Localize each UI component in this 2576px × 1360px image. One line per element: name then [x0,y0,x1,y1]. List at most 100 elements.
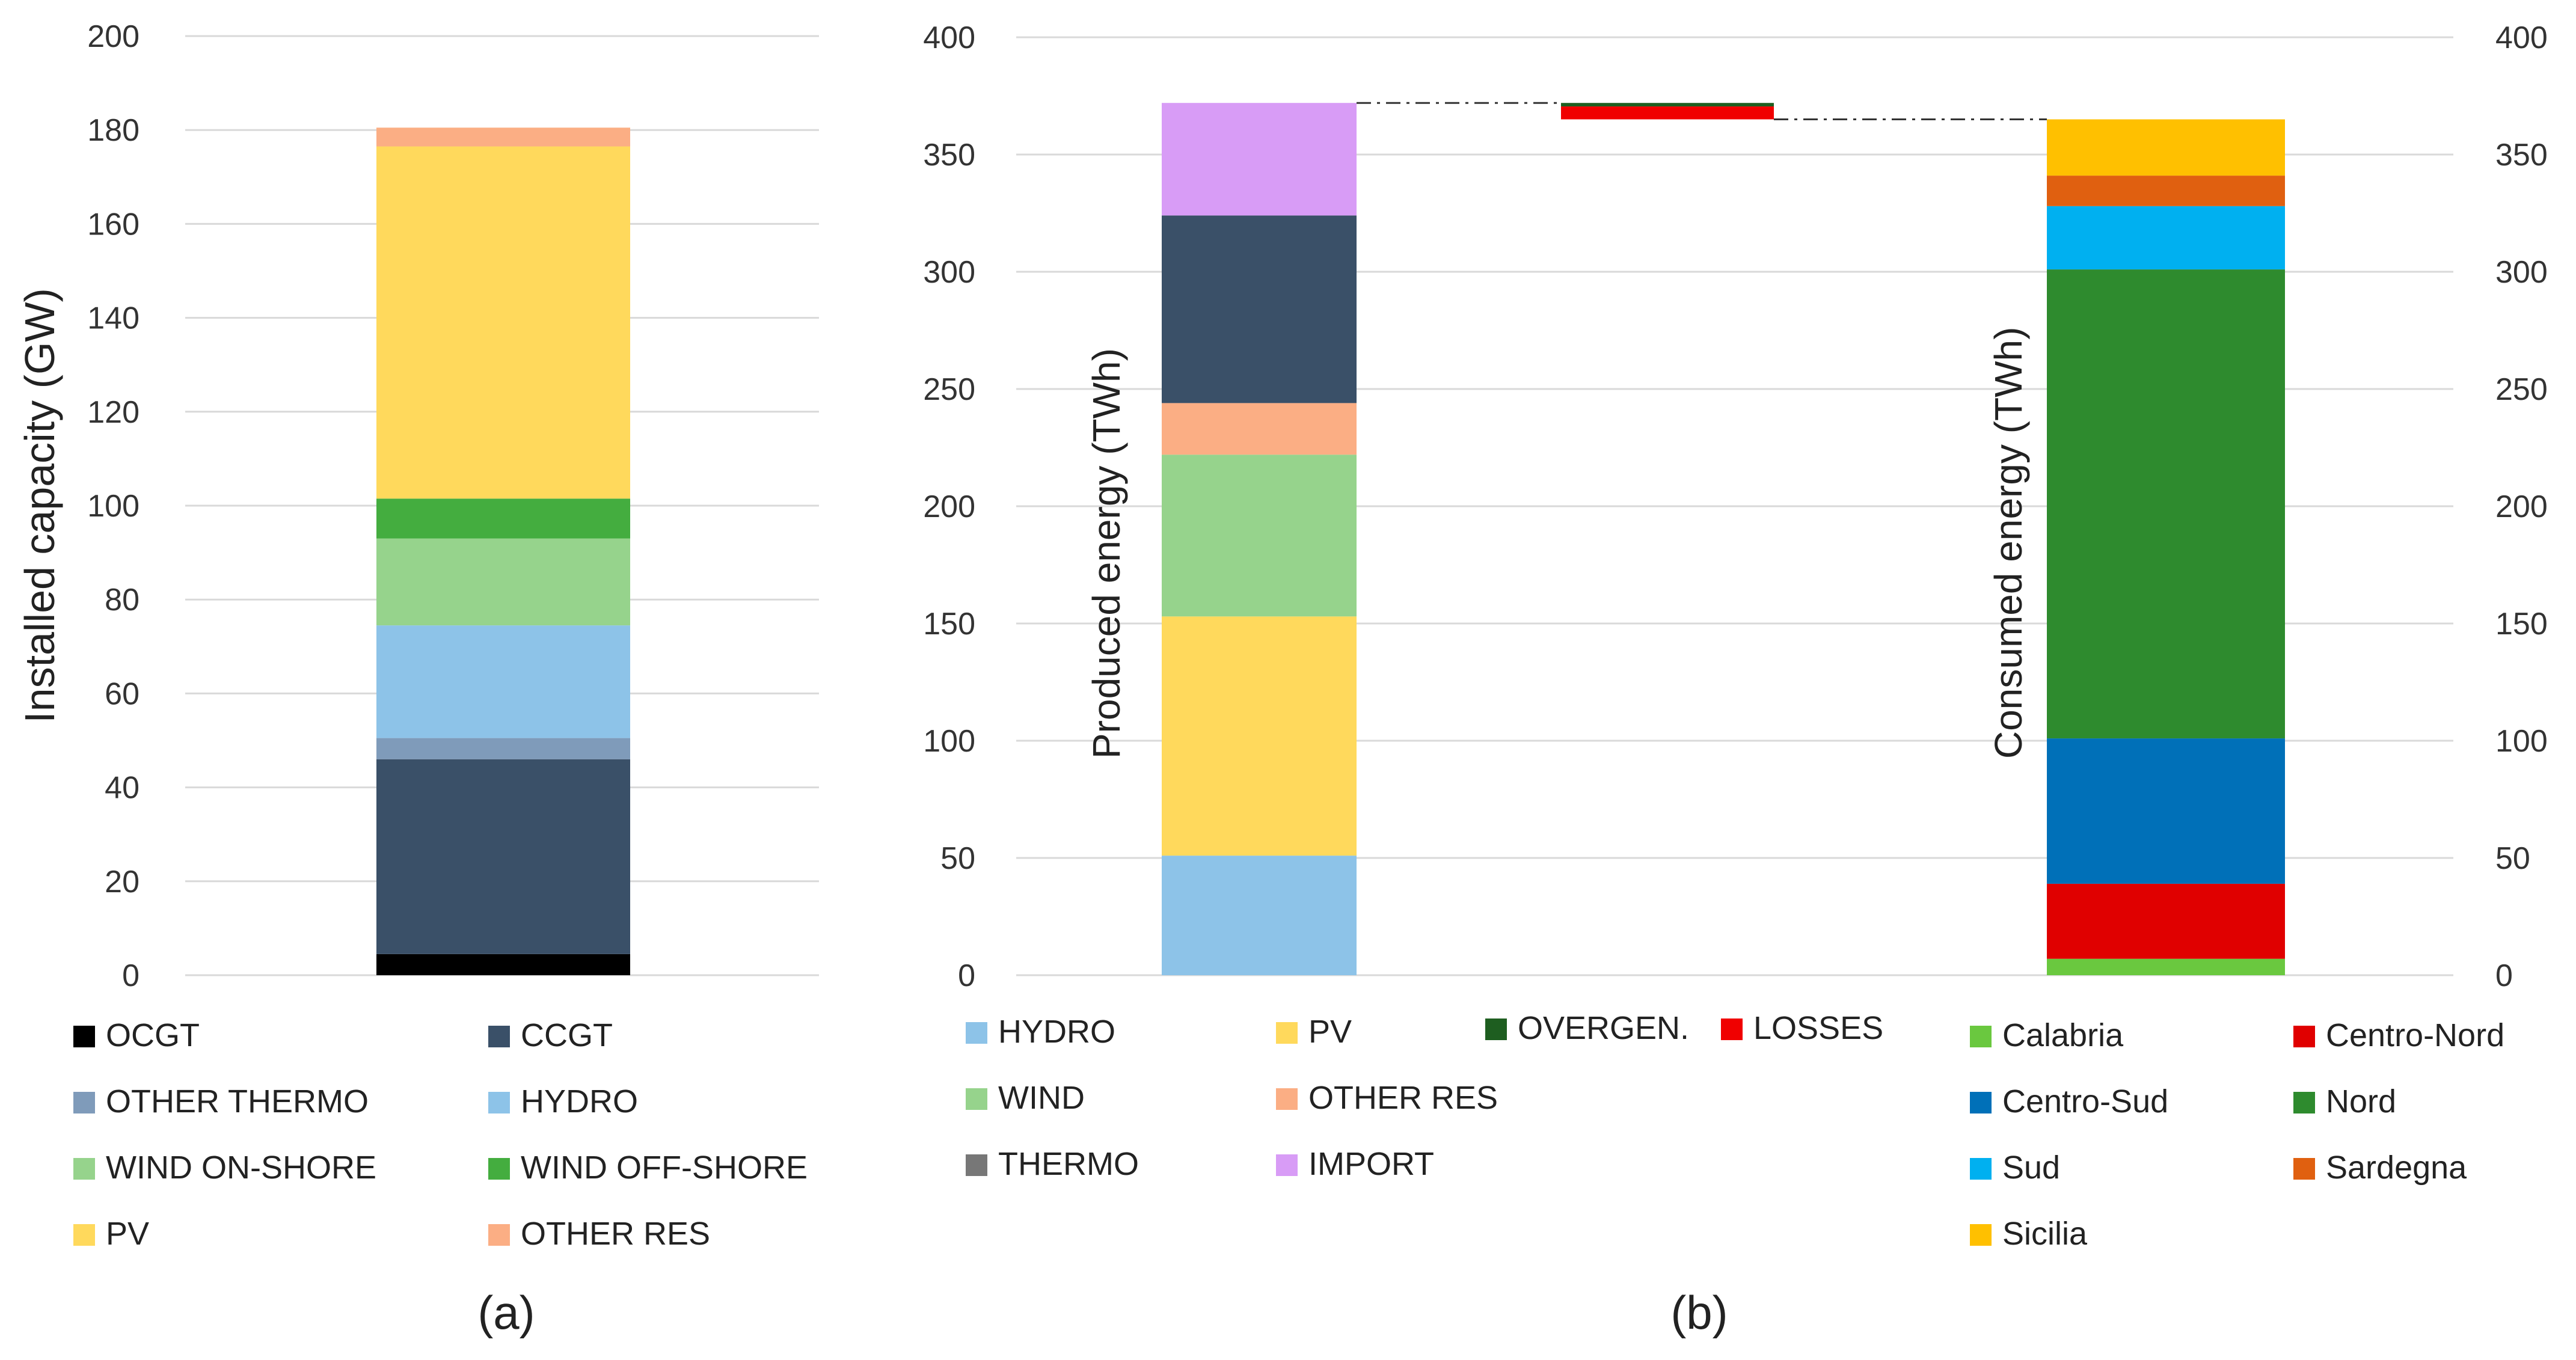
legend-swatch-ocgt [73,1026,95,1047]
produced-segment-hydro [1162,856,1357,975]
y-tick-label-a: 40 [105,771,140,806]
y-tick-label-right-b: 250 [2495,372,2548,407]
legend-label-b-calabria: Calabria [2002,1017,2124,1053]
y-tick-label-left-b: 100 [923,724,975,759]
bar-segment-pv [376,146,630,499]
y-tick-label-right-b: 100 [2495,724,2548,759]
y-tick-label-right-b: 150 [2495,607,2548,642]
y-tick-label-left-b: 350 [923,138,975,173]
y-tick-label-right-b: 0 [2495,958,2513,993]
y-tick-label-right-b: 200 [2495,489,2548,524]
legend-label-b-sud: Sud [2002,1150,2060,1186]
legend-swatch-b-sud [1970,1158,1992,1180]
chart-a: 0 20 40 60 80 100 120 140 160 180 200 Installed cap… [16,19,819,1252]
bar-segment-ccgt [376,759,630,954]
consumed-segment-nord [2047,269,2285,739]
legend-swatch-b-nord [2293,1092,2315,1113]
y-tick-label-a: 80 [105,583,140,617]
legend-swatch-wind-off-shore [488,1158,510,1180]
legend-swatch-b-hydro [966,1022,987,1044]
y-tick-label-a: 20 [105,865,140,899]
legend-label-b-centro-sud: Centro-Sud [2002,1083,2168,1120]
produced-segment-wind [1162,455,1357,617]
legend-swatch-b-losses [1721,1018,1743,1040]
y-tick-label-left-b: 50 [940,841,975,876]
legend-label-pv: PV [106,1216,149,1252]
produced-axis-title: Produced energy (TWh) [1085,348,1128,759]
y-tick-label-left-b: 0 [958,958,975,993]
y-tick-label-left-b: 400 [923,20,975,55]
y-tick-label-a: 200 [87,19,140,54]
legend-swatch-b-calabria [1970,1026,1992,1047]
legend-swatch-b-thermo [966,1154,987,1176]
y-tick-label-right-b: 350 [2495,138,2548,173]
consumed-segment-calabria [2047,958,2285,975]
consumed-segment-sicilia [2047,119,2285,176]
legend-swatch-wind-on-shore [73,1158,95,1180]
legend-swatch-b-pv [1276,1022,1298,1044]
legend-label-b-hydro: HYDRO [998,1014,1115,1050]
bar-segment-ocgt [376,954,630,975]
legend-label-wind-on-shore: WIND ON-SHORE [106,1150,376,1186]
y-tick-label-a: 60 [105,676,140,711]
legend-label-b-losses: LOSSES [1753,1010,1883,1046]
consumed-segment-sardegna [2047,176,2285,206]
legend-label-b-pv: PV [1308,1014,1352,1050]
y-tick-label-a: 0 [122,958,140,993]
legend-label-other-res: OTHER RES [521,1216,710,1252]
legend-swatch-other-res [488,1224,510,1246]
legend-swatch-b-other-res [1276,1088,1298,1110]
produced-segment-pv [1162,616,1357,856]
legend-label-b-centro-nord: Centro-Nord [2326,1017,2504,1053]
consumed-segment-centro-sud [2047,738,2285,884]
legend-label-b-wind: WIND [998,1080,1085,1116]
chart-b: 0 0 50 50 100 100 150 150 200 200 250 250 300 300 350 3… [923,20,2548,1252]
bar-segment-other-res [376,127,630,147]
legend-label-b-other-res: OTHER RES [1308,1080,1498,1116]
bar-segment-other-thermo [376,738,630,759]
legend-label-b-sardegna: Sardegna [2326,1150,2467,1186]
bar-segment-hydro [376,625,630,738]
legend-label-b-thermo: THERMO [998,1146,1139,1182]
legend-swatch-ccgt [488,1026,510,1047]
legend-label-b-sicilia: Sicilia [2002,1216,2088,1252]
bar-segment-wind-off-shore [376,498,630,539]
legend-label-ocgt: OCGT [106,1017,200,1053]
consumed-segment-centro-nord [2047,883,2285,959]
legend-label-b-overgen: OVERGEN. [1518,1010,1689,1046]
y-tick-label-left-b: 250 [923,372,975,407]
legend-swatch-b-overgen [1485,1018,1507,1040]
consumed-segment-sud [2047,206,2285,270]
transfer-segment-losses [1561,106,1774,120]
y-tick-label-right-b: 300 [2495,255,2548,290]
y-tick-label-right-b: 50 [2495,841,2530,876]
y-tick-label-a: 120 [87,395,140,430]
y-tick-label-left-b: 200 [923,489,975,524]
bar-segment-wind-on-shore [376,538,630,626]
y-axis-title-a: Installed capacity (GW) [16,288,63,723]
consumed-axis-title: Consumed energy (TWh) [1987,327,2030,759]
legend-swatch-hydro [488,1092,510,1113]
y-tick-label-left-b: 150 [923,607,975,642]
y-tick-label-left-b: 300 [923,255,975,290]
y-tick-label-a: 140 [87,301,140,336]
legend-swatch-b-import [1276,1154,1298,1176]
legend-label-other-thermo: OTHER THERMO [106,1083,369,1120]
legend-swatch-b-sardegna [2293,1158,2315,1180]
transfer-segment-overgen [1561,103,1774,107]
legend-label-hydro: HYDRO [521,1083,638,1120]
legend-swatch-other-thermo [73,1092,95,1113]
y-tick-label-right-b: 400 [2495,20,2548,55]
y-tick-label-a: 160 [87,207,140,242]
panel-label-a: (a) [477,1286,535,1339]
legend-swatch-b-centro-sud [1970,1092,1992,1113]
legend-swatch-pv [73,1224,95,1246]
legend-swatch-b-sicilia [1970,1224,1992,1246]
produced-segment-thermo [1162,215,1357,403]
legend-label-b-import: IMPORT [1308,1146,1434,1182]
legend-label-wind-off-shore: WIND OFF-SHORE [521,1150,808,1186]
legend-label-b-nord: Nord [2326,1083,2396,1120]
y-tick-label-a: 100 [87,489,140,524]
produced-segment-other-res [1162,403,1357,455]
